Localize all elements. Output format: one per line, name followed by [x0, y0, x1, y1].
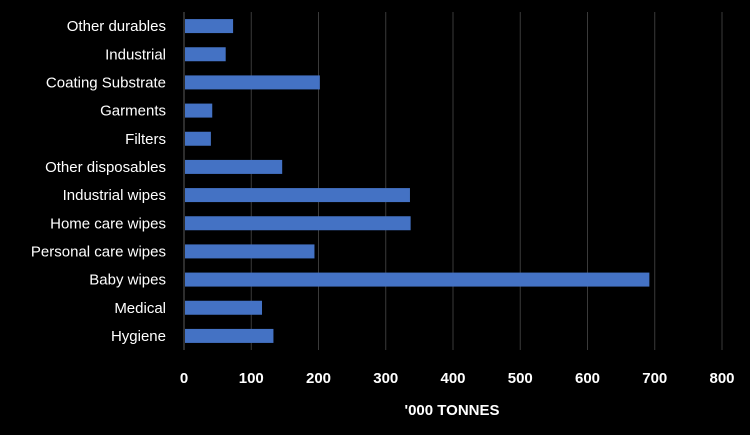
gridlines — [183, 12, 723, 350]
category-label: Industrial — [105, 46, 166, 63]
category-label: Industrial wipes — [63, 187, 166, 204]
bar-industrial — [185, 47, 226, 62]
x-axis-title: '000 TONNES — [405, 402, 500, 419]
category-label: Hygiene — [111, 328, 166, 345]
bar-coating-substrate — [185, 75, 320, 90]
x-tick-label: 300 — [373, 370, 398, 387]
x-tick-labels: 0 100 200 300 400 500 600 700 800 — [180, 370, 735, 387]
category-labels: Other durables Industrial Coating Substrat… — [31, 18, 166, 345]
bar-personal-care-wipes — [185, 244, 315, 259]
x-tick-label: 200 — [306, 370, 331, 387]
x-tick-label: 700 — [642, 370, 667, 387]
category-label: Other durables — [67, 18, 166, 35]
x-tick-label: 600 — [575, 370, 600, 387]
x-tick-label: 0 — [180, 370, 188, 387]
bar-industrial-wipes — [185, 188, 410, 203]
category-label: Personal care wipes — [31, 243, 166, 260]
x-tick-label: 400 — [440, 370, 465, 387]
x-tick-label: 100 — [239, 370, 264, 387]
category-label: Home care wipes — [50, 215, 166, 232]
x-tick-label: 500 — [508, 370, 533, 387]
category-label: Medical — [114, 300, 166, 317]
bar-garments — [185, 103, 213, 118]
bar-filters — [185, 131, 211, 146]
category-label: Coating Substrate — [46, 74, 166, 91]
bar-hygiene — [185, 328, 274, 343]
category-label: Other disposables — [45, 159, 166, 176]
bar-home-care-wipes — [185, 216, 411, 231]
x-tick-label: 800 — [709, 370, 734, 387]
bars — [185, 19, 650, 343]
bar-baby-wipes — [185, 272, 650, 287]
bar-medical — [185, 300, 263, 315]
bar-other-durables — [185, 19, 234, 34]
category-label: Filters — [125, 131, 166, 148]
bar-other-disposables — [185, 159, 283, 174]
category-label: Garments — [100, 103, 166, 120]
category-label: Baby wipes — [89, 272, 166, 289]
